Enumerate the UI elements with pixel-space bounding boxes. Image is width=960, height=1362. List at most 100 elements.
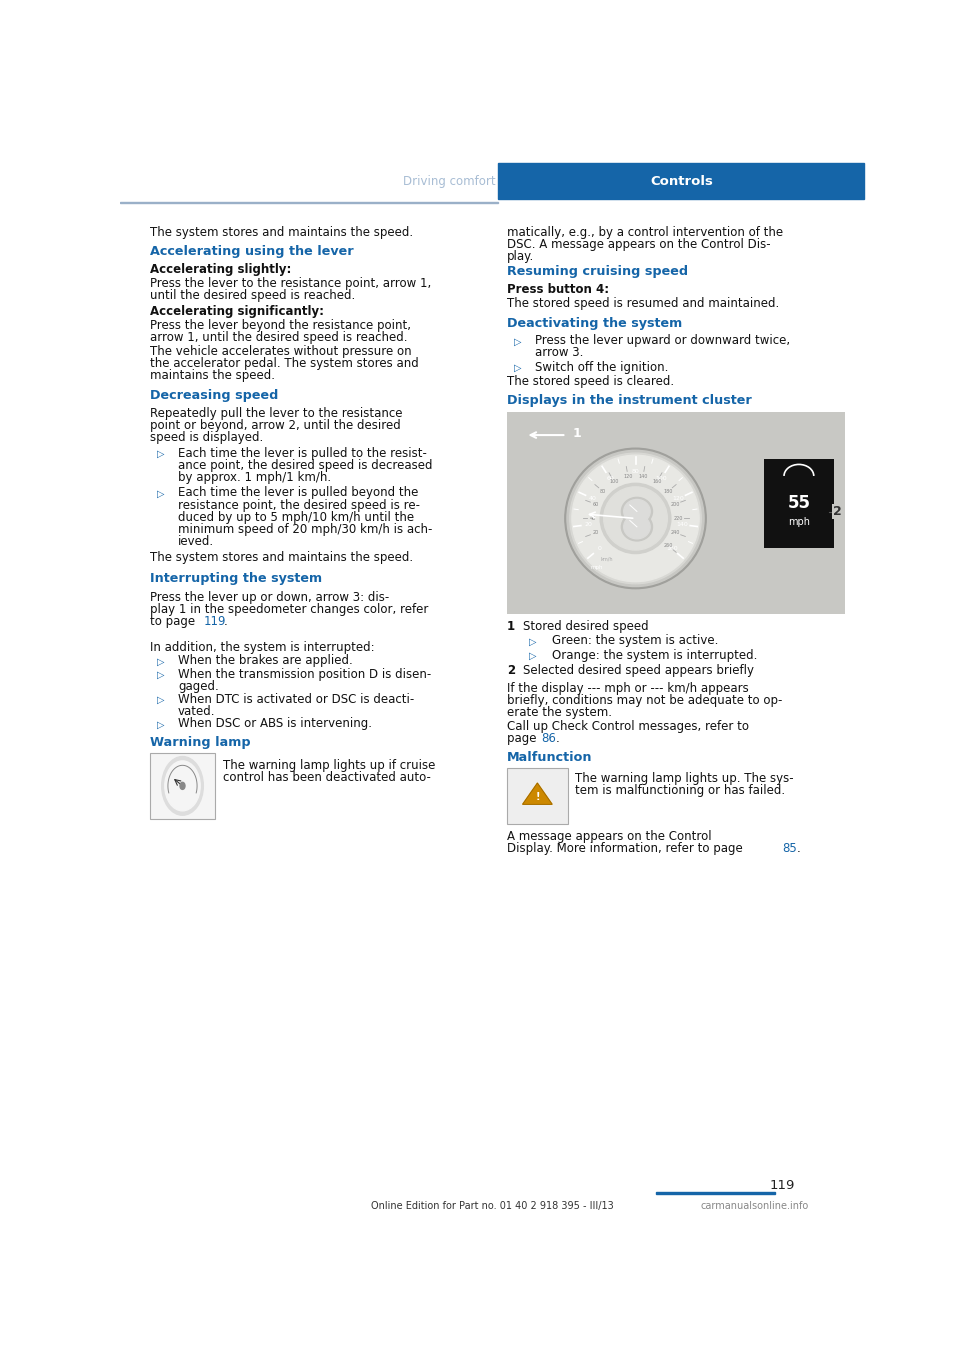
Text: If the display --- mph or --- km/h appears: If the display --- mph or --- km/h appea…: [507, 681, 749, 695]
Circle shape: [161, 756, 204, 816]
Text: arrow 1, until the desired speed is reached.: arrow 1, until the desired speed is reac…: [150, 331, 407, 343]
Text: the accelerator pedal. The system stores and: the accelerator pedal. The system stores…: [150, 357, 419, 370]
Bar: [507, 411, 846, 614]
Polygon shape: [522, 783, 552, 805]
Text: Malfunction: Malfunction: [507, 750, 592, 764]
Text: km/h: km/h: [601, 557, 613, 561]
Text: The stored speed is cleared.: The stored speed is cleared.: [507, 376, 674, 388]
Text: Press button 4:: Press button 4:: [507, 283, 609, 296]
Text: .: .: [556, 733, 560, 745]
Text: resistance point, the desired speed is re-: resistance point, the desired speed is r…: [178, 498, 420, 512]
Text: ▷: ▷: [157, 695, 165, 706]
Bar: [150, 753, 215, 819]
Text: Online Edition for Part no. 01 40 2 918 395 - III/13: Online Edition for Part no. 01 40 2 918 …: [371, 1201, 613, 1211]
Text: 240: 240: [671, 530, 680, 535]
Text: briefly, conditions may not be adequate to op-: briefly, conditions may not be adequate …: [507, 693, 782, 707]
Text: The vehicle accelerates without pressure on: The vehicle accelerates without pressure…: [150, 345, 412, 358]
Text: Controls: Controls: [650, 174, 713, 188]
Text: 260: 260: [663, 543, 673, 548]
Text: Accelerating slightly:: Accelerating slightly:: [150, 263, 291, 276]
Text: to page: to page: [150, 616, 199, 628]
Text: The system stores and maintains the speed.: The system stores and maintains the spee…: [150, 552, 413, 564]
Circle shape: [165, 761, 201, 810]
Text: vated.: vated.: [178, 706, 216, 718]
Text: 1: 1: [572, 426, 581, 440]
Text: 119: 119: [770, 1179, 795, 1193]
Text: ance point, the desired speed is decreased: ance point, the desired speed is decreas…: [178, 459, 433, 471]
Text: 2: 2: [507, 663, 515, 677]
Text: carmanualsonline.info: carmanualsonline.info: [701, 1201, 808, 1211]
Text: A message appears on the Control: A message appears on the Control: [507, 831, 711, 843]
Text: control has been deactivated auto-: control has been deactivated auto-: [223, 771, 430, 785]
Text: 119: 119: [204, 616, 226, 628]
Text: arrow 3.: arrow 3.: [535, 346, 584, 360]
Text: Each time the lever is pulled beyond the: Each time the lever is pulled beyond the: [178, 486, 419, 500]
Text: ieved.: ieved.: [178, 535, 214, 548]
Text: 80: 80: [632, 469, 639, 474]
Text: ▷: ▷: [157, 719, 165, 729]
Bar: [120, 202, 498, 203]
Text: 40: 40: [590, 516, 596, 520]
Text: The warning lamp lights up. The sys-: The warning lamp lights up. The sys-: [575, 772, 794, 785]
Text: by approx. 1 mph/1 km/h.: by approx. 1 mph/1 km/h.: [178, 471, 331, 484]
Text: 40: 40: [588, 496, 596, 501]
Text: 120: 120: [673, 496, 684, 501]
Text: 180: 180: [663, 489, 673, 494]
Text: ▷: ▷: [515, 336, 522, 346]
Ellipse shape: [624, 515, 650, 539]
Text: 20: 20: [585, 522, 592, 527]
Text: Orange: the system is interrupted.: Orange: the system is interrupted.: [551, 650, 756, 662]
Ellipse shape: [600, 484, 671, 553]
Circle shape: [180, 782, 185, 790]
Bar: [507, 768, 568, 824]
Text: play.: play.: [507, 251, 534, 263]
Text: Interrupting the system: Interrupting the system: [150, 572, 322, 586]
Ellipse shape: [567, 451, 704, 587]
Text: Switch off the ignition.: Switch off the ignition.: [535, 361, 668, 373]
Text: 20: 20: [592, 530, 599, 535]
Text: Warning lamp: Warning lamp: [150, 735, 251, 749]
Text: Accelerating using the lever: Accelerating using the lever: [150, 245, 353, 259]
Text: .: .: [224, 616, 228, 628]
Text: Deactivating the system: Deactivating the system: [507, 316, 683, 330]
Bar: [763, 459, 834, 549]
Text: Decreasing speed: Decreasing speed: [150, 390, 278, 402]
Text: 100: 100: [655, 477, 667, 481]
Text: 140: 140: [677, 522, 688, 527]
Text: When DTC is activated or DSC is deacti-: When DTC is activated or DSC is deacti-: [178, 693, 415, 706]
Text: 85: 85: [782, 843, 797, 855]
Text: 100: 100: [610, 479, 619, 485]
Text: .: .: [796, 843, 800, 855]
Text: 2: 2: [833, 505, 842, 518]
Text: 0: 0: [597, 546, 601, 552]
Ellipse shape: [570, 454, 701, 584]
Text: minimum speed of 20 mph/30 km/h is ach-: minimum speed of 20 mph/30 km/h is ach-: [178, 523, 432, 535]
Text: Press the lever beyond the resistance point,: Press the lever beyond the resistance po…: [150, 319, 411, 332]
Text: Display. More information, refer to page: Display. More information, refer to page: [507, 843, 746, 855]
Text: Repeatedly pull the lever to the resistance: Repeatedly pull the lever to the resista…: [150, 407, 402, 419]
Ellipse shape: [564, 448, 707, 588]
Text: 55: 55: [787, 494, 810, 512]
Text: Driving comfort: Driving comfort: [403, 174, 495, 188]
Text: Accelerating significantly:: Accelerating significantly:: [150, 305, 324, 317]
Text: play 1 in the speedometer changes color, refer: play 1 in the speedometer changes color,…: [150, 603, 428, 617]
Text: When the transmission position D is disen-: When the transmission position D is dise…: [178, 667, 431, 681]
Text: Green: the system is active.: Green: the system is active.: [551, 635, 718, 647]
Text: maintains the speed.: maintains the speed.: [150, 369, 275, 381]
Text: gaged.: gaged.: [178, 680, 219, 693]
Text: speed is displayed.: speed is displayed.: [150, 430, 263, 444]
Text: 160: 160: [666, 546, 678, 552]
Text: When the brakes are applied.: When the brakes are applied.: [178, 654, 352, 667]
Text: mph: mph: [590, 565, 603, 571]
Text: Displays in the instrument cluster: Displays in the instrument cluster: [507, 394, 752, 407]
Bar: [656, 1193, 775, 1194]
Text: erate the system.: erate the system.: [507, 706, 612, 719]
Text: In addition, the system is interrupted:: In addition, the system is interrupted:: [150, 640, 374, 654]
Text: matically, e.g., by a control intervention of the: matically, e.g., by a control interventi…: [507, 226, 783, 240]
Text: Call up Check Control messages, refer to: Call up Check Control messages, refer to: [507, 720, 749, 733]
Text: ▷: ▷: [529, 636, 537, 647]
Text: 80: 80: [600, 489, 606, 494]
Text: The warning lamp lights up if cruise: The warning lamp lights up if cruise: [223, 759, 435, 772]
Ellipse shape: [604, 486, 667, 550]
Text: 120: 120: [623, 474, 633, 479]
